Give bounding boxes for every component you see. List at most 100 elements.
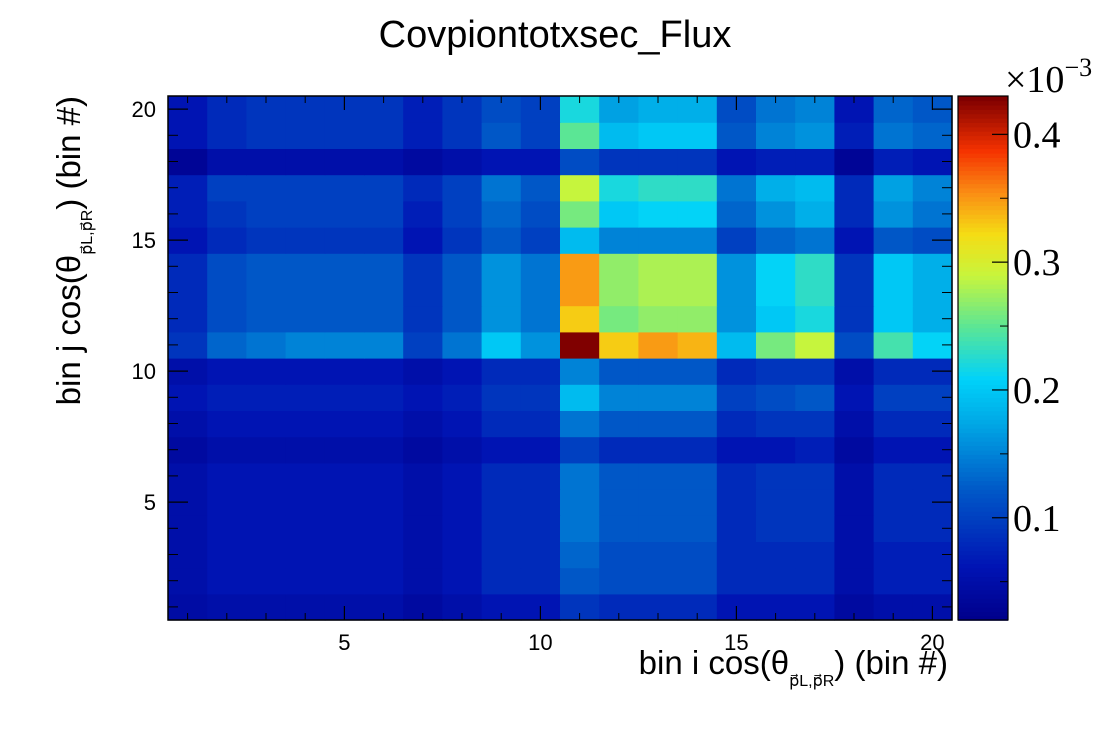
heatmap-cell (756, 358, 796, 385)
heatmap-cell (442, 541, 483, 569)
heatmap-cell (520, 358, 561, 385)
heatmap-cell (873, 567, 914, 595)
heatmap-cell (677, 148, 718, 176)
heatmap-cell (756, 305, 796, 333)
heatmap-cell (324, 122, 365, 149)
heatmap-cell (834, 410, 875, 438)
colorbar-segment (958, 205, 1008, 211)
heatmap-cell (756, 200, 796, 228)
heatmap-cell (520, 436, 561, 464)
heatmap-cell (560, 410, 600, 438)
heatmap-cell (638, 358, 679, 385)
heatmap-cell (324, 436, 365, 464)
heatmap-cell (638, 384, 679, 411)
heatmap-cell (795, 541, 835, 569)
heatmap-cell (324, 148, 365, 176)
colorbar-segment (958, 288, 1008, 294)
colorbar-segment (958, 318, 1008, 324)
heatmap-cell (520, 489, 561, 516)
y-tick-label: 15 (132, 228, 156, 253)
heatmap-cell (677, 436, 718, 464)
heatmap-cell (285, 227, 326, 254)
heatmap-cell (677, 515, 718, 542)
colorbar-segment (958, 571, 1008, 578)
heatmap-cell (481, 174, 522, 202)
plot-frame (167, 95, 953, 621)
x-axis: 5 10 15 20 (187, 96, 945, 655)
heatmap-cell (364, 148, 404, 176)
heatmap-cell (795, 148, 835, 176)
colorbar-segment (958, 266, 1008, 272)
colorbar-segment (958, 471, 1008, 477)
colorbar-segment (958, 314, 1008, 320)
heatmap-cell (834, 462, 875, 490)
heatmap-cell (795, 331, 835, 359)
heatmap-cell (364, 462, 404, 490)
colorbar-segment (958, 257, 1008, 263)
heatmap-cell (324, 279, 365, 307)
heatmap-cell (207, 384, 247, 411)
heatmap-cell (638, 567, 679, 595)
heatmap-cell (716, 279, 757, 307)
colorbar-segment (958, 467, 1008, 473)
heatmap-cell (873, 541, 914, 569)
colorbar-segment (958, 580, 1008, 586)
heatmap-cell (677, 200, 718, 228)
heatmap-cell (560, 462, 600, 490)
heatmap-cell (756, 567, 796, 595)
colorbar-segment (958, 585, 1008, 591)
colorbar-segment (958, 462, 1008, 468)
colorbar-segment (958, 606, 1008, 613)
heatmap-cell (599, 567, 639, 595)
heatmap-cell (246, 253, 287, 280)
heatmap-cell (207, 253, 247, 280)
colorbar-segment (958, 222, 1008, 228)
colorbar-segment (958, 301, 1008, 307)
colorbar-segment (958, 440, 1008, 447)
colorbar-segment (958, 117, 1008, 123)
heatmap-cell (677, 489, 718, 516)
heatmap-cell (442, 148, 483, 176)
heatmap-cell (481, 122, 522, 149)
heatmap-cell (403, 567, 443, 595)
y-axis: 5 10 15 20 (132, 97, 952, 608)
heatmap-cell (481, 227, 522, 254)
colorbar-segment (958, 392, 1008, 399)
colorbar-segment (958, 484, 1008, 490)
colorbar-segment (958, 187, 1008, 193)
heatmap-cell (638, 279, 679, 307)
colorbar-segment (958, 567, 1008, 573)
colorbar-segment (958, 432, 1008, 438)
heatmap-cell (716, 253, 757, 280)
heatmap-cell (403, 122, 443, 149)
heatmap-cell (520, 410, 561, 438)
colorbar-segment (958, 493, 1008, 499)
heatmap-cell (246, 358, 287, 385)
heatmap-cell (677, 331, 718, 359)
heatmap-cell (246, 227, 287, 254)
heatmap-cell (481, 462, 522, 490)
heatmap-cell (834, 227, 875, 254)
heatmap-cell (560, 253, 600, 280)
colorbar-segment (958, 170, 1008, 176)
heatmap-cell (364, 410, 404, 438)
heatmap-cell (834, 515, 875, 542)
heatmap-cell (246, 384, 287, 411)
heatmap-cell (324, 174, 365, 202)
heatmap-cell (364, 279, 404, 307)
colorbar-segment (958, 275, 1008, 281)
heatmap-cell (364, 253, 404, 280)
heatmap-cell (560, 200, 600, 228)
colorbar-segment (958, 349, 1008, 355)
heatmap-cell (207, 541, 247, 569)
heatmap-cell (795, 122, 835, 149)
heatmap-cell (285, 436, 326, 464)
colorbar-segment (958, 362, 1008, 368)
heatmap-cell (403, 358, 443, 385)
colorbar-segment (958, 445, 1008, 451)
colorbar-segment (958, 279, 1008, 285)
heatmap-cell (638, 148, 679, 176)
heatmap-cell (285, 541, 326, 569)
heatmap-cell (285, 305, 326, 333)
heatmap-cell (795, 567, 835, 595)
